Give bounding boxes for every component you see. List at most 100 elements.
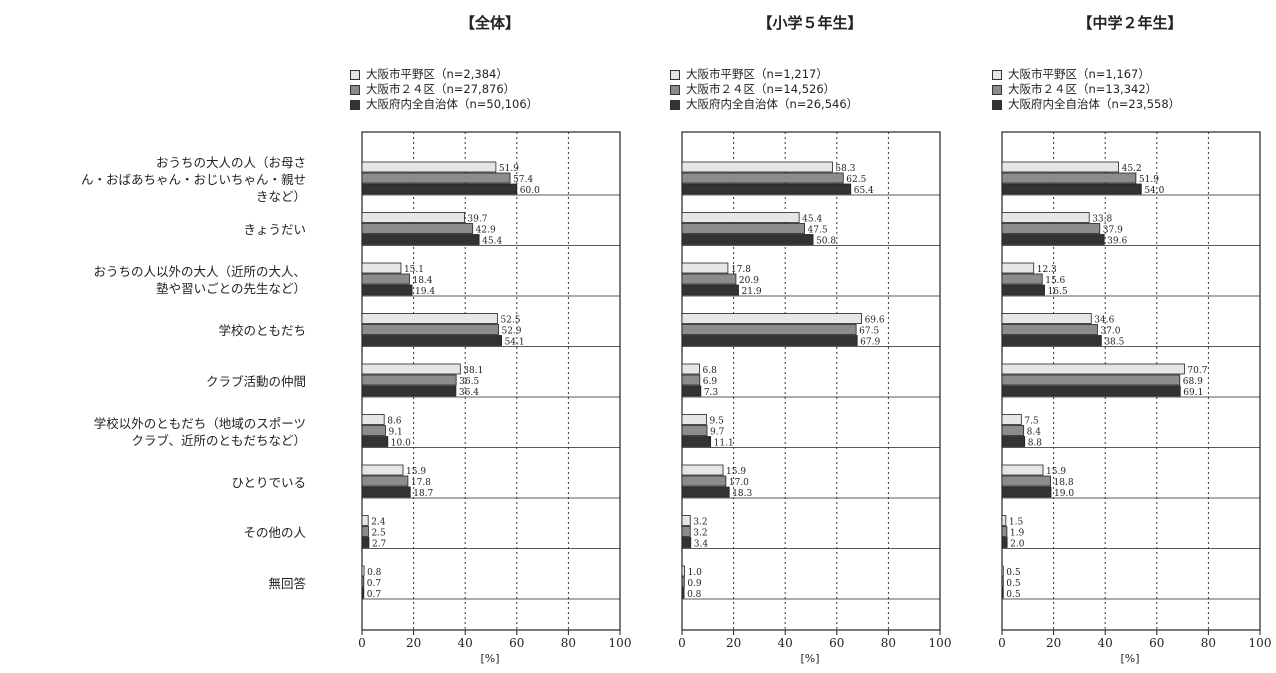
bar-value-label: 15.9 xyxy=(1046,467,1066,477)
bar-value-label: 19.0 xyxy=(1054,489,1074,499)
category-label: おうちの人以外の大人（近所の大人、 塾や習いごとの先生など） xyxy=(0,263,306,297)
bar-value-label: 42.9 xyxy=(476,226,496,236)
bar xyxy=(361,526,369,537)
legend-entry: 大阪府内全自治体（n=26,546） xyxy=(670,97,858,112)
bar xyxy=(361,475,409,487)
bar xyxy=(1001,335,1102,346)
bar-value-label: 2.0 xyxy=(1010,540,1025,550)
legend-label: 大阪市２４区（n=13,342） xyxy=(1008,82,1158,96)
bar-value-label: 19.4 xyxy=(415,287,435,297)
bar-value-label: 36.4 xyxy=(459,388,479,398)
bar xyxy=(1001,374,1181,386)
bar-value-label: 33.8 xyxy=(1092,215,1112,225)
category-label-line: 学校のともだち xyxy=(218,323,306,338)
x-tick-label: 20 xyxy=(406,636,421,650)
category-label-line: 塾や習いごとの先生など） xyxy=(156,281,306,296)
bar xyxy=(361,161,497,173)
bar xyxy=(681,183,852,195)
legend-entry: 大阪市２４区（n=14,526） xyxy=(670,82,858,97)
bar-value-label: 52.9 xyxy=(501,327,521,337)
bar xyxy=(361,313,498,324)
bar-value-label: 18.7 xyxy=(413,489,433,499)
bar xyxy=(681,335,858,346)
category-label-line: おうちの大人の人（お母さ xyxy=(155,154,306,170)
bar-value-label: 0.8 xyxy=(367,568,382,578)
bar xyxy=(361,324,499,335)
bar-value-label: 39.7 xyxy=(467,215,487,225)
bar xyxy=(1001,172,1137,184)
category-label: 学校のともだち xyxy=(0,322,306,339)
bar-value-label: 15.1 xyxy=(404,265,424,275)
category-label: 無回答 xyxy=(0,575,306,592)
bar-value-label: 60.0 xyxy=(520,186,540,196)
bar-value-label: 9.5 xyxy=(710,417,725,427)
bar xyxy=(1001,515,1007,526)
bar-value-label: 3.2 xyxy=(693,518,707,528)
legend-label: 大阪府内全自治体（n=23,558） xyxy=(1008,97,1181,111)
bar xyxy=(1001,223,1101,234)
bar-value-label: 0.5 xyxy=(1006,568,1021,578)
bar-value-label: 10.0 xyxy=(391,439,411,449)
bar xyxy=(1001,262,1035,274)
legend-swatch xyxy=(992,99,1002,110)
bar-value-label: 8.8 xyxy=(1028,439,1043,449)
bar-value-label: 50.8 xyxy=(816,237,836,247)
bar-value-label: 11.1 xyxy=(714,439,734,449)
legend-label: 大阪府内全自治体（n=50,106） xyxy=(366,97,539,111)
bar xyxy=(681,172,844,184)
bar-value-label: 2.4 xyxy=(371,518,386,528)
bar-value-label: 39.6 xyxy=(1107,237,1127,247)
bar-value-label: 1.0 xyxy=(688,568,703,578)
bar xyxy=(681,212,800,223)
legend-label: 大阪市２４区（n=14,526） xyxy=(686,82,836,96)
bar xyxy=(1001,313,1092,324)
x-tick-label: 0 xyxy=(358,636,366,650)
x-tick-label: 100 xyxy=(1249,636,1272,650)
x-tick-label: 0 xyxy=(998,636,1006,650)
bar-value-label: 0.5 xyxy=(1006,590,1021,600)
bar-value-label: 0.7 xyxy=(367,579,382,589)
bar-value-label: 58.3 xyxy=(835,164,855,174)
legend-swatch xyxy=(670,69,680,80)
bar xyxy=(1001,475,1051,487)
bar xyxy=(681,363,700,375)
legend-label: 大阪市平野区（n=1,167） xyxy=(1008,67,1150,81)
bar-value-label: 68.9 xyxy=(1183,377,1203,387)
bar-value-label: 45.4 xyxy=(482,237,502,247)
bar-value-label: 15.9 xyxy=(406,467,426,477)
bar xyxy=(681,385,702,397)
bar xyxy=(361,363,461,375)
category-label-line: 無回答 xyxy=(268,575,306,591)
bar-value-label: 51.9 xyxy=(499,164,519,174)
bar xyxy=(681,537,692,548)
bar-value-label: 15.6 xyxy=(1045,276,1065,286)
bar xyxy=(1001,436,1026,447)
legend-swatch xyxy=(992,69,1002,80)
bar-value-label: 54.1 xyxy=(505,338,525,348)
category-label: クラブ活動の仲間 xyxy=(0,373,306,390)
bar-value-label: 6.9 xyxy=(703,377,718,387)
bar-value-label: 67.9 xyxy=(860,338,880,348)
x-tick-label: 60 xyxy=(509,636,524,650)
bar-value-label: 9.1 xyxy=(388,428,402,438)
bar xyxy=(681,526,691,537)
x-tick-label: 20 xyxy=(1046,636,1061,650)
bar xyxy=(1001,363,1185,375)
legend-entry: 大阪市平野区（n=1,167） xyxy=(992,67,1180,82)
bar xyxy=(681,324,857,335)
bar-value-label: 17.8 xyxy=(411,478,431,488)
bar-value-label: 2.5 xyxy=(371,529,386,539)
bar xyxy=(361,234,480,245)
x-tick-label: 40 xyxy=(458,636,473,650)
legend-entry: 大阪府内全自治体（n=50,106） xyxy=(350,97,538,112)
bar xyxy=(1001,324,1098,335)
legend-label: 大阪市平野区（n=2,384） xyxy=(366,67,508,81)
legend-label: 大阪市平野区（n=1,217） xyxy=(686,67,828,81)
x-tick-label: 20 xyxy=(726,636,741,650)
legend-all: 大阪市平野区（n=2,384） 大阪市２４区（n=27,876） 大阪府内全自治体（… xyxy=(350,67,538,112)
bar xyxy=(361,515,369,526)
x-tick-label: 60 xyxy=(829,636,844,650)
bar-value-label: 70.7 xyxy=(1187,366,1207,376)
bar xyxy=(1001,526,1008,537)
bar xyxy=(361,436,389,447)
